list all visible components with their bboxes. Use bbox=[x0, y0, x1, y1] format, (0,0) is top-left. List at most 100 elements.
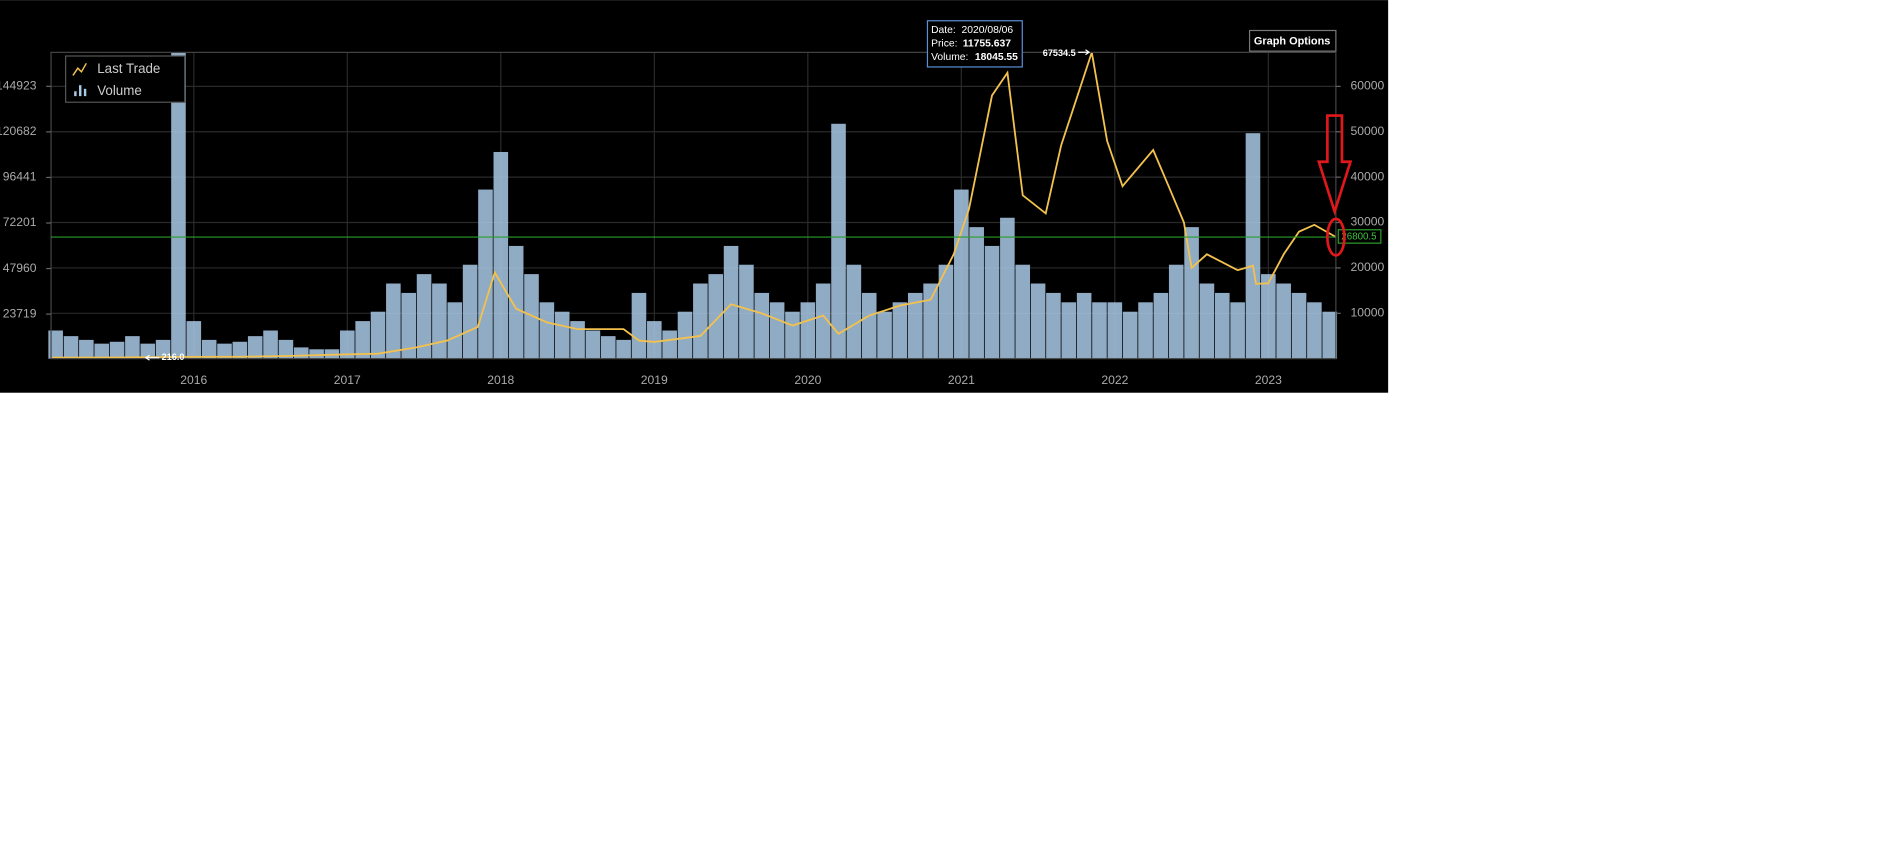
volume-bar bbox=[600, 336, 616, 359]
legend-label: Last Trade bbox=[97, 61, 160, 76]
volume-bar bbox=[201, 339, 217, 359]
volume-bar bbox=[416, 274, 432, 359]
volume-bar bbox=[432, 283, 447, 359]
volume-bar bbox=[984, 245, 1000, 359]
volume-bar bbox=[1046, 292, 1061, 359]
volume-bar bbox=[370, 311, 386, 359]
graph-options-label[interactable]: Graph Options bbox=[1254, 35, 1330, 47]
volume-bar bbox=[1107, 302, 1123, 359]
volume-bar bbox=[892, 302, 908, 359]
tooltip-value: 18045.55 bbox=[975, 52, 1018, 63]
volume-bar bbox=[677, 311, 693, 359]
volume-bar bbox=[723, 245, 739, 359]
graph-options-button[interactable] bbox=[1248, 29, 1337, 52]
volume-bar bbox=[94, 343, 110, 359]
volume-bar bbox=[570, 321, 585, 359]
volume-bar bbox=[1122, 311, 1138, 359]
y-tick-label: 72201 bbox=[3, 215, 37, 229]
volume-bar bbox=[232, 341, 248, 359]
legend-label: Volume bbox=[97, 83, 142, 98]
volume-bar bbox=[155, 339, 171, 359]
overlay: 2016 2017 2018 2019 2020 2021 2022 2023 10000 200… bbox=[0, 48, 1384, 387]
x-tick-label: 2017 bbox=[334, 373, 361, 387]
volume-bar bbox=[1230, 302, 1245, 359]
volume-bar bbox=[309, 349, 324, 359]
volume-bar bbox=[1076, 292, 1092, 359]
volume-bar bbox=[846, 264, 862, 359]
volume-bar bbox=[493, 151, 509, 359]
max-label: 67534.5 bbox=[1043, 48, 1076, 58]
volume-bar bbox=[386, 283, 401, 359]
volume-bar bbox=[447, 302, 463, 359]
last-price-box bbox=[1337, 229, 1382, 244]
volume-bar bbox=[785, 311, 800, 359]
x-tick-label: 2018 bbox=[487, 373, 514, 387]
volume-bar bbox=[63, 336, 79, 359]
volume-bar bbox=[1199, 283, 1215, 359]
y-tick-label: 47960 bbox=[3, 261, 37, 275]
legend-icon bbox=[72, 62, 87, 76]
tooltip-value: 2020/08/06 bbox=[961, 25, 1013, 36]
volume-bar bbox=[217, 343, 232, 359]
x-tick-label: 2020 bbox=[794, 373, 821, 387]
volume-bar bbox=[478, 189, 493, 359]
volume-bar bbox=[907, 292, 923, 359]
grid bbox=[51, 52, 1336, 359]
min-arrow bbox=[144, 354, 160, 361]
volume-bar bbox=[1261, 274, 1276, 359]
volume-bar bbox=[186, 321, 202, 359]
volume-bar bbox=[1168, 264, 1184, 359]
max-arrow bbox=[1078, 49, 1091, 56]
volume-bar bbox=[739, 264, 754, 359]
last-price-label: 26800.5 bbox=[1341, 232, 1376, 243]
volume-bar bbox=[508, 245, 524, 359]
volume-bar bbox=[355, 321, 370, 359]
volume-bar bbox=[171, 52, 186, 359]
volume-layer bbox=[48, 52, 1338, 359]
volume-bar bbox=[1214, 292, 1230, 359]
price-line bbox=[51, 52, 1337, 359]
tooltip-label: Price: bbox=[931, 39, 957, 50]
volume-bar bbox=[861, 292, 877, 359]
y2-tick-label: 30000 bbox=[1350, 215, 1384, 229]
volume-bar bbox=[769, 302, 785, 359]
volume-bar bbox=[585, 330, 601, 359]
x-tick-label: 2021 bbox=[948, 373, 975, 387]
tooltip-label: Date: bbox=[931, 25, 956, 36]
volume-bar bbox=[877, 311, 892, 359]
red-arrow-annotation bbox=[1317, 114, 1353, 257]
y2-tick-label: 60000 bbox=[1350, 79, 1384, 93]
x-tick-label: 2022 bbox=[1101, 373, 1128, 387]
volume-bar bbox=[1322, 311, 1338, 359]
volume-bar bbox=[109, 341, 125, 359]
volume-bar bbox=[1061, 302, 1077, 359]
volume-bar bbox=[708, 274, 724, 359]
y-tick-label: 96441 bbox=[3, 170, 37, 184]
volume-bar bbox=[800, 302, 816, 359]
price-layer bbox=[51, 52, 1337, 359]
volume-bar bbox=[140, 343, 156, 359]
volume-bar bbox=[278, 339, 294, 359]
volume-bar bbox=[647, 321, 662, 359]
volume-bar bbox=[1245, 133, 1261, 359]
volume-bar bbox=[554, 311, 570, 359]
volume-bar bbox=[815, 283, 831, 359]
volume-bar bbox=[263, 330, 278, 359]
volume-bar bbox=[831, 123, 846, 359]
x-tick-label: 2023 bbox=[1255, 373, 1282, 387]
volume-bar bbox=[969, 227, 984, 359]
tooltip-value: 11755.637 bbox=[963, 39, 1012, 50]
volume-bar bbox=[662, 330, 677, 359]
volume-bar bbox=[340, 330, 355, 359]
volume-bar bbox=[754, 292, 770, 359]
volume-bar bbox=[462, 264, 478, 359]
volume-bar bbox=[48, 330, 63, 359]
volume-bar bbox=[923, 283, 938, 359]
y-tick-label: 120682 bbox=[0, 124, 37, 138]
volume-bar bbox=[631, 292, 647, 359]
y2-tick-label: 10000 bbox=[1350, 306, 1384, 320]
tooltip-label: Volume: bbox=[931, 52, 968, 63]
volume-bar bbox=[125, 336, 140, 359]
